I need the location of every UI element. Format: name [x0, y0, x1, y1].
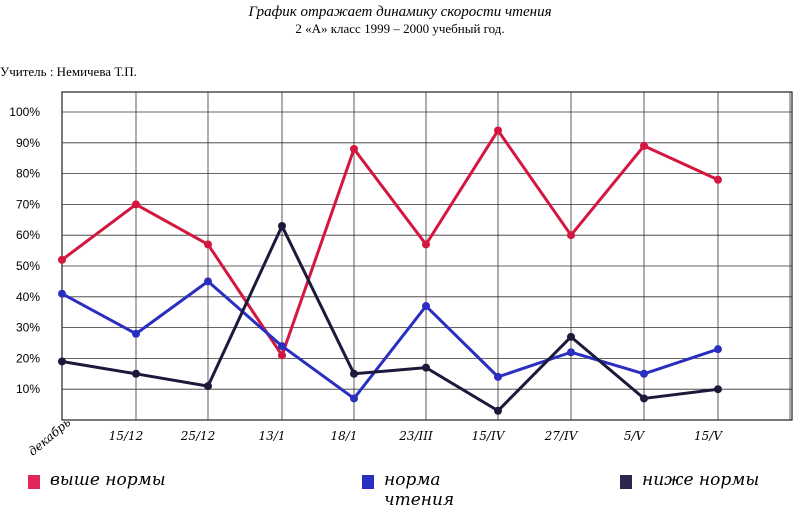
legend-item-below-norm: ниже нормы — [620, 470, 759, 490]
data-point — [567, 332, 575, 341]
series-line — [61, 128, 719, 357]
x-tick-label: 18/1 — [331, 429, 358, 443]
y-tick-label: 80% — [16, 167, 40, 181]
y-tick-label: 50% — [16, 259, 40, 273]
legend-swatch-red — [28, 475, 40, 489]
data-point — [494, 126, 502, 135]
data-point — [132, 329, 140, 338]
data-point — [567, 231, 575, 240]
y-tick-label: 60% — [16, 228, 40, 242]
data-point — [278, 342, 286, 351]
data-point — [422, 240, 430, 249]
x-tick-label: 15/IV — [472, 429, 506, 443]
data-point — [278, 221, 286, 230]
y-tick-label: 20% — [16, 351, 40, 365]
data-point — [350, 144, 358, 153]
x-tick-label: 25/12 — [180, 429, 216, 443]
data-point — [350, 394, 358, 403]
data-point — [58, 289, 66, 298]
data-point — [204, 382, 212, 391]
x-tick-label: декабрь — [26, 415, 74, 458]
data-point — [640, 369, 648, 378]
data-point — [567, 348, 575, 357]
data-point — [494, 372, 502, 381]
data-point — [422, 302, 430, 311]
legend-swatch-dark — [620, 475, 632, 489]
y-tick-label: 10% — [16, 382, 40, 396]
line-chart: 10% 20% 30% 40% 50% 60% 70% 80% 90% 100% декабрь 15… — [9, 91, 793, 459]
chart-subtitle: 2 «А» класс 1999 – 2000 учебный год. — [295, 21, 505, 36]
x-tick-label: 27/IV — [544, 429, 579, 443]
legend-label: выше нормы — [50, 470, 166, 490]
x-tick-label: 15/12 — [109, 429, 144, 443]
data-point — [58, 255, 66, 264]
legend-label: ниже нормы — [642, 470, 760, 490]
x-tick-label: 13/1 — [259, 429, 286, 443]
teacher-label: Учитель : Немичева Т.П. — [0, 64, 137, 79]
data-point — [132, 369, 140, 378]
series-line — [61, 279, 719, 400]
data-point — [350, 369, 358, 378]
data-point — [640, 394, 648, 403]
data-point — [278, 351, 286, 360]
data-point — [640, 141, 648, 150]
legend-swatch-blue — [362, 475, 374, 489]
legend-item-above-norm: выше нормы — [28, 470, 166, 490]
data-point — [204, 240, 212, 249]
data-point — [494, 406, 502, 415]
data-point — [714, 175, 722, 184]
series-line — [61, 224, 719, 413]
y-tick-label: 90% — [16, 136, 40, 150]
data-point — [204, 277, 212, 286]
data-point — [714, 345, 722, 354]
legend-label: норма чтения — [384, 470, 455, 510]
data-point — [422, 363, 430, 372]
legend-item-norm: норма чтения — [362, 470, 474, 510]
data-point — [132, 200, 140, 209]
y-tick-label: 100% — [9, 105, 40, 119]
chart-title: График отражает динамику скорости чтения — [248, 4, 552, 20]
x-tick-label: 15/V — [694, 429, 723, 443]
x-tick-label: 5/V — [624, 429, 646, 443]
data-point — [58, 357, 66, 366]
y-tick-label: 30% — [16, 321, 40, 335]
data-point — [714, 385, 722, 394]
y-tick-label: 70% — [16, 197, 40, 211]
y-tick-label: 40% — [16, 290, 40, 304]
x-tick-label: 23/III — [398, 429, 433, 443]
